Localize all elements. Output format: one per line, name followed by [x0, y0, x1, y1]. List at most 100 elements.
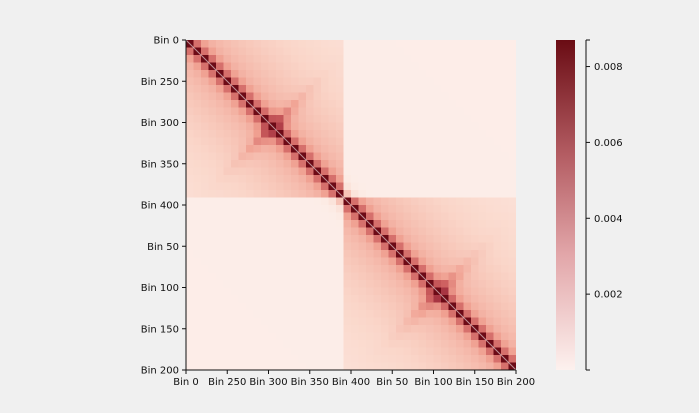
heatmap-cell [493, 355, 502, 363]
heatmap-cell [478, 310, 487, 318]
heatmap-cell [246, 62, 254, 71]
heatmap-cell [493, 175, 502, 183]
heatmap-cell [253, 182, 262, 191]
heatmap-cell [441, 40, 449, 48]
y-tick-label: Bin 300 [141, 118, 179, 129]
heatmap-cell [373, 92, 382, 101]
heatmap-cell [208, 220, 217, 228]
heatmap-cell [321, 85, 329, 93]
heatmap-cell [223, 100, 232, 108]
heatmap-cell [508, 40, 516, 48]
heatmap-cell [411, 250, 419, 258]
heatmap-cell [306, 47, 314, 56]
heatmap-cell [403, 137, 412, 146]
heatmap-cell [463, 70, 472, 78]
heatmap-cell [441, 347, 449, 356]
heatmap-cell [253, 287, 262, 296]
heatmap-cell [456, 287, 464, 296]
heatmap-cell [216, 160, 224, 168]
heatmap-cell [343, 242, 352, 251]
heatmap-cell [186, 167, 194, 176]
heatmap-cell [486, 85, 494, 93]
heatmap-cell [268, 265, 277, 273]
heatmap-cell [238, 325, 247, 333]
heatmap-cell [291, 280, 299, 288]
heatmap-cell [366, 92, 374, 101]
heatmap-cell [486, 182, 494, 191]
heatmap-cell [478, 100, 487, 108]
heatmap-cell [358, 332, 367, 341]
heatmap-cell [201, 272, 209, 281]
heatmap-cell [396, 122, 404, 131]
heatmap-cell [276, 220, 284, 228]
heatmap-cell [216, 92, 224, 101]
heatmap-cell [366, 107, 374, 116]
heatmap-cell [493, 257, 502, 266]
heatmap-cell [186, 137, 194, 146]
heatmap-cell [418, 205, 427, 213]
heatmap-cell [328, 47, 337, 56]
heatmap-cell [193, 272, 202, 281]
heatmap-cell [366, 47, 374, 56]
heatmap-cell [276, 175, 284, 183]
heatmap-cell [426, 317, 434, 326]
heatmap-cell [508, 175, 516, 183]
heatmap-cell [253, 55, 262, 63]
heatmap-cell [471, 280, 479, 288]
heatmap-cell [246, 317, 254, 326]
heatmap-cell [501, 265, 509, 273]
heatmap-cell [411, 302, 419, 311]
heatmap-cell [373, 287, 382, 296]
heatmap-cell [351, 265, 359, 273]
heatmap-cell [456, 250, 464, 258]
heatmap-cell [291, 242, 299, 251]
heatmap-cell [478, 355, 487, 363]
heatmap-cell [381, 77, 389, 86]
heatmap-cell [336, 302, 344, 311]
heatmap-cell [403, 265, 412, 273]
heatmap-cell [501, 287, 509, 296]
heatmap-cell [358, 92, 367, 101]
heatmap-cell [283, 242, 292, 251]
heatmap-cell [388, 152, 397, 161]
heatmap-cell [358, 272, 367, 281]
heatmap-cell [306, 295, 314, 303]
heatmap-cell [441, 115, 449, 123]
heatmap-cell [223, 175, 232, 183]
heatmap-cell [223, 190, 232, 198]
heatmap-cell [396, 92, 404, 101]
heatmap-cell [298, 115, 307, 123]
x-tick-label: Bin 100 [414, 377, 452, 388]
heatmap-cell [403, 55, 412, 63]
heatmap-cell [433, 70, 442, 78]
heatmap-cell [463, 152, 472, 161]
heatmap-cell [358, 287, 367, 296]
heatmap-cell [486, 257, 494, 266]
heatmap-cell [343, 280, 352, 288]
heatmap-cell [238, 62, 247, 71]
heatmap-cell [246, 265, 254, 273]
heatmap-cell [471, 355, 479, 363]
heatmap-cell [373, 145, 382, 153]
heatmap-cell [193, 175, 202, 183]
heatmap-cell [238, 190, 247, 198]
heatmap-cell [486, 77, 494, 86]
heatmap-cell [403, 130, 412, 138]
heatmap-cell [291, 265, 299, 273]
heatmap-cell [441, 332, 449, 341]
heatmap-cell [433, 137, 442, 146]
heatmap-cell [456, 362, 464, 370]
heatmap-cell [418, 160, 427, 168]
heatmap-cell [193, 167, 202, 176]
heatmap-cell [223, 332, 232, 341]
heatmap-cell [193, 92, 202, 101]
heatmap-cell [208, 340, 217, 348]
heatmap-cell [261, 145, 269, 153]
heatmap-cell [208, 347, 217, 356]
heatmap-cell [456, 257, 464, 266]
heatmap-cell [208, 40, 217, 48]
heatmap-cell [343, 190, 352, 198]
heatmap-cell [306, 107, 314, 116]
heatmap-cell [493, 107, 502, 116]
heatmap-cell [381, 325, 389, 333]
